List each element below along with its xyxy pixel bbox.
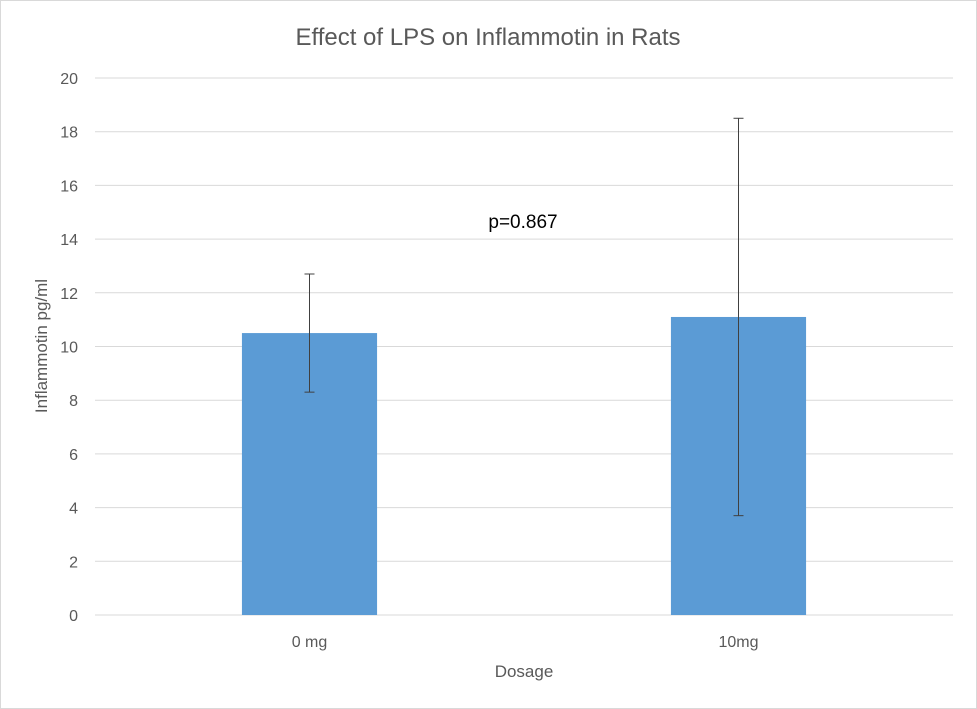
y-tick-label-10: 10 — [60, 340, 78, 357]
y-tick-label-16: 16 — [60, 178, 78, 195]
error-bars — [304, 117, 744, 517]
x-tick-labels: 0 mg 10mg — [292, 634, 759, 651]
x-axis-title: Dosage — [495, 662, 554, 681]
y-tick-label-0: 0 — [69, 608, 78, 625]
gridlines — [95, 77, 953, 616]
error-bar-0 — [304, 273, 315, 393]
x-tick-label-0: 0 mg — [292, 634, 328, 651]
x-tick-label-1: 10mg — [718, 634, 758, 651]
y-tick-label-20: 20 — [60, 71, 78, 88]
y-tick-label-12: 12 — [60, 286, 78, 303]
y-tick-label-18: 18 — [60, 125, 78, 142]
y-tick-label-2: 2 — [69, 554, 78, 571]
y-axis-title: Inflammotin pg/ml — [32, 279, 51, 413]
y-tick-label-6: 6 — [69, 447, 78, 464]
y-tick-label-14: 14 — [60, 232, 78, 249]
y-tick-labels: 0 2 4 6 8 10 12 14 16 18 20 — [60, 71, 78, 625]
y-tick-label-4: 4 — [69, 501, 78, 518]
error-bar-1 — [733, 117, 744, 517]
chart-title: Effect of LPS on Inflammotin in Rats — [295, 24, 680, 51]
y-tick-label-8: 8 — [69, 393, 78, 410]
bars — [241, 316, 807, 615]
p-value-annotation: p=0.867 — [488, 212, 557, 233]
